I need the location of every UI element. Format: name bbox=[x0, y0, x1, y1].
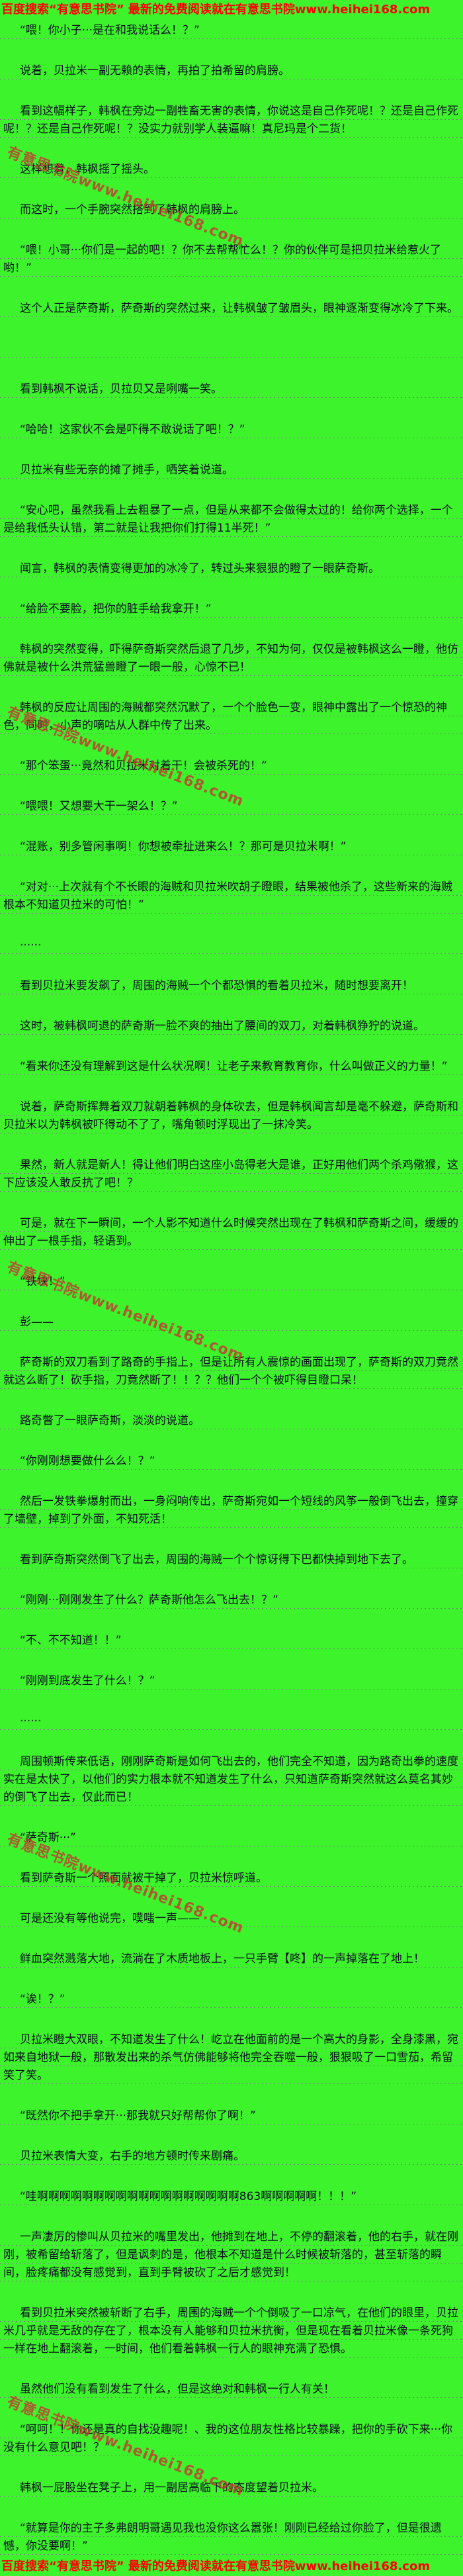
empty-line bbox=[0, 340, 463, 358]
paragraph: “就算是你的主子多弗朗明哥遇见我也没你这么嚣张！刚刚已经给过你脸了，但是很遗憾，… bbox=[0, 2520, 463, 2555]
paragraph: 彭—— bbox=[0, 1313, 463, 1331]
paragraph: 贝拉米瞪大双眼，不知道发生了什么！屹立在他面前的是一个高大的身影，全身漆黑，宛如… bbox=[0, 2031, 463, 2085]
paragraph: 萨奇斯的双刀看到了路奇的手指上，但是让所有人震惊的画面出现了，萨奇斯的双刀竟然就… bbox=[0, 1354, 463, 1390]
site-notice-top: 百度搜索“有意思书院” 最新的免费阅读就在有意思书院www.heihei168.… bbox=[1, 3, 431, 17]
paragraph: 路奇瞥了一眼萨奇斯，淡淡的说道。 bbox=[0, 1412, 463, 1430]
paragraph: 这时，被韩枫呵退的萨奇斯一脸不爽的抽出了腰间的双刀，对着韩枫狰狞的说道。 bbox=[0, 1018, 463, 1035]
paragraph: “安心吧，虽然我看上去粗暴了一点，但是从来都不会做得太过的！给你两个选择，一个是… bbox=[0, 502, 463, 538]
paragraph: “看来你还没有理解到这是什么状况啊！让老子来教育教育你，什么叫做正义的力量！” bbox=[0, 1058, 463, 1076]
site-notice-bottom: 百度搜索“有意思书院” 最新的免费阅读就在有意思书院www.heihei168.… bbox=[1, 2559, 431, 2573]
paragraph: 韩枫的突然变得，吓得萨奇斯突然后退了几步，不知为何，仅仅是被韩枫这么一瞪，他仿佛… bbox=[0, 641, 463, 677]
paragraph: ······ bbox=[0, 1713, 463, 1731]
paragraph: 这个人正是萨奇斯，萨奇斯的突然过来，让韩枫皱了皱眉头，眼神逐渐变得冰冷了下来。 bbox=[0, 300, 463, 318]
paragraph: “刚刚···刚刚发生了什么？萨奇斯他怎么飞出去！？” bbox=[0, 1592, 463, 1609]
paragraph: “混账，别多管闲事啊！你想被牵扯进来么！？那可是贝拉米啊！” bbox=[0, 838, 463, 856]
paragraph: “哈哈！这家伙不会是吓得不敢说话了吧！？” bbox=[0, 421, 463, 439]
paragraph: 虽然他们没有看到发生了什么，但是这绝对和韩枫一行人有关！ bbox=[0, 2381, 463, 2399]
paragraph: “那个笨蛋···竟然和贝拉米对着干！会被杀死的！” bbox=[0, 757, 463, 775]
paragraph: “既然你不把手拿开···那我就只好帮帮你了啊！” bbox=[0, 2107, 463, 2125]
paragraph: 看到贝拉米要发飙了，周围的海贼一个个都恐惧的看着贝拉米，随时想要离开！ bbox=[0, 977, 463, 995]
paragraph: 韩枫的反应让周围的海贼都突然沉默了，一个个脸色一变，眼神中露出了一个惊恐的神色，… bbox=[0, 699, 463, 735]
paragraph: 说着，萨奇斯挥舞着双刀就朝着韩枫的身体砍去，但是韩枫闻言却是毫不躲避，萨奇斯和贝… bbox=[0, 1098, 463, 1134]
paragraph: 鲜血突然溅落大地，流淌在了木质地板上，一只手臂【咚】的一声掉落在了地上！ bbox=[0, 1950, 463, 1968]
paragraph: 而这时，一个手腕突然搭到了韩枫的肩膀上。 bbox=[0, 201, 463, 219]
paragraph: 可是还没有等他说完，噗嗤一声—— bbox=[0, 1910, 463, 1928]
paragraph: ······ bbox=[0, 937, 463, 955]
paragraph: 韩枫一屁股坐在凳子上，用一副居高临下的态度望着贝拉米。 bbox=[0, 2479, 463, 2497]
paragraph: 说着，贝拉米一副无赖的表情，再拍了拍希留的肩膀。 bbox=[0, 62, 463, 80]
paragraph: 然后一发铁拳爆射而出，一身闷响传出，萨奇斯宛如一个短线的风筝一般倒飞出去，撞穿了… bbox=[0, 1493, 463, 1529]
paragraph: 可是，就在下一瞬间，一个人影不知道什么时候突然出现在了韩枫和萨奇斯之间，缓缓的伸… bbox=[0, 1215, 463, 1251]
paragraph: 看到韩枫不说话，贝拉贝又是咧嘴一笑。 bbox=[0, 381, 463, 399]
paragraph: 看到这幅样子，韩枫在旁边一副牲畜无害的表情，你说这是自己作死呢！？还是自己作死呢… bbox=[0, 103, 463, 138]
paragraph: “不、不不知道！！” bbox=[0, 1632, 463, 1650]
paragraph: “萨奇斯···” bbox=[0, 1829, 463, 1847]
paragraph: “铁块！” bbox=[0, 1273, 463, 1291]
paragraph: “喂喂！又想要大干一架么！？” bbox=[0, 798, 463, 816]
paragraph: “诶！？” bbox=[0, 1991, 463, 2009]
paragraph: 一声凄厉的惨叫从贝拉米的嘴里发出，他摊到在地上，不停的翻滚着，他的右手，就在刚刚… bbox=[0, 2228, 463, 2282]
paragraph: 看到贝拉米突然被斩断了右手，周围的海贼一个个倒吸了一口凉气，在他们的眼里，贝拉米… bbox=[0, 2305, 463, 2358]
paragraph: “呵呵！！你还是真的自找没趣呢！、我的这位朋友性格比较暴躁，把你的手砍下来···… bbox=[0, 2421, 463, 2457]
paragraph: 这样想着，韩枫摇了摇头。 bbox=[0, 161, 463, 179]
paragraph: “对对···上次就有个不长眼的海贼和贝拉米吹胡子瞪眼，结果被他杀了，这些新来的海… bbox=[0, 879, 463, 914]
paragraph: “你刚刚想要做什么么！？” bbox=[0, 1453, 463, 1470]
paragraph: 果然，新人就是新人！得让他们明白这座小岛得老大是谁，正好用他们两个杀鸡儆猴，这下… bbox=[0, 1157, 463, 1192]
paragraph: “喂！你小子···是在和我说话么！？” bbox=[0, 22, 463, 40]
paragraph: 看到萨奇斯一个照面就被干掉了，贝拉米惊呼道。 bbox=[0, 1870, 463, 1887]
paragraph: “喂！小哥···你们是一起的吧！？你不去帮帮忙么！？你的伙伴可是把贝拉米给惹火了… bbox=[0, 242, 463, 277]
paragraph: 贝拉米有些无奈的摊了摊手，哂笑着说道。 bbox=[0, 461, 463, 479]
novel-content: “喂！你小子···是在和我说话么！？” 说着，贝拉米一副无赖的表情，再拍了拍希留的… bbox=[0, 22, 463, 2555]
paragraph: 看到萨奇斯突然倒飞了出去，周围的海贼一个个惊讶得下巴都快掉到地下去了。 bbox=[0, 1551, 463, 1569]
paragraph: 闻言，韩枫的表情变得更加的冰冷了，转过头来狠狠的瞪了一眼萨奇斯。 bbox=[0, 560, 463, 578]
paragraph: “刚刚到底发生了什么！？” bbox=[0, 1672, 463, 1690]
paragraph: “哇啊啊啊啊啊啊啊啊啊啊啊啊啊啊啊啊啊啊863啊啊啊啊啊！！！” bbox=[0, 2188, 463, 2206]
paragraph: 周围顿斯传来低语，刚刚萨奇斯是如何飞出去的，他们完全不知道，因为路奇出拳的速度实… bbox=[0, 1753, 463, 1807]
paragraph: “给脸不要脸，把你的脏手给我拿开！” bbox=[0, 600, 463, 618]
paragraph: 贝拉米表情大变，右手的地方顿时传来剧痛。 bbox=[0, 2148, 463, 2166]
